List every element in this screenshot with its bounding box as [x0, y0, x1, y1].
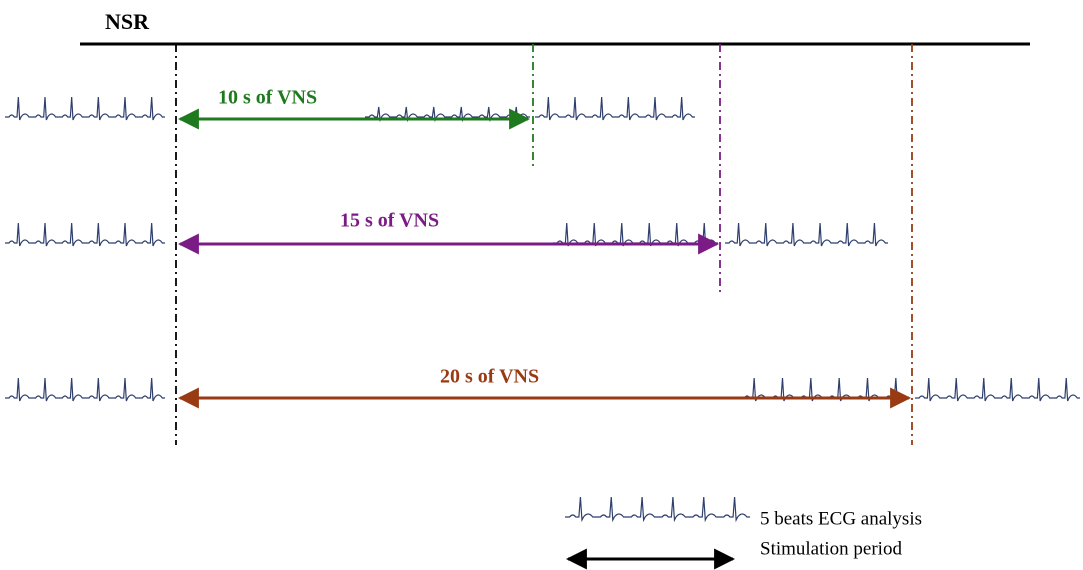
ecg-strip — [535, 97, 695, 120]
protocol-label: 20 s of VNS — [440, 366, 539, 388]
ecg-strip — [5, 223, 165, 246]
diagram: NSR 10 s of VNS 15 s of VNS 20 s of VNS … — [0, 0, 1083, 570]
legend-ecg: 5 beats ECG analysis — [760, 508, 922, 529]
protocol-label: 15 s of VNS — [340, 210, 439, 232]
ecg-strip — [565, 497, 750, 520]
ecg-strip — [725, 223, 888, 246]
arrows — [180, 119, 909, 559]
ecg-strip — [915, 378, 1080, 401]
nsr-title: NSR — [105, 9, 150, 34]
ecg-strips — [5, 97, 1080, 520]
legend-stimulation: Stimulation period — [760, 538, 902, 559]
ecg-strip — [5, 378, 165, 401]
ecg-strip — [5, 97, 165, 120]
protocol-label: 10 s of VNS — [218, 87, 317, 109]
